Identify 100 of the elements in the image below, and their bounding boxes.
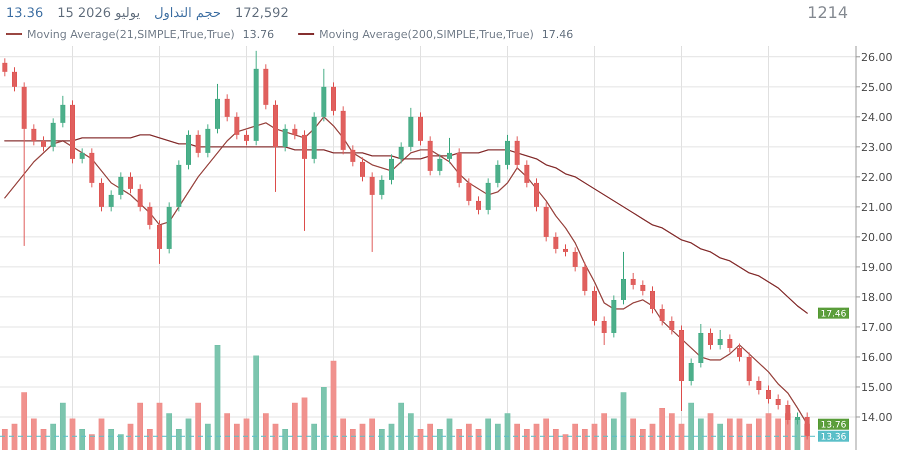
text: 15 يوليو 2026 bbox=[57, 6, 140, 21]
candlestick bbox=[621, 251, 626, 305]
y-tick-label: 25.00 bbox=[861, 80, 892, 94]
bar bbox=[360, 424, 366, 450]
bar bbox=[146, 429, 153, 450]
candlestick bbox=[31, 124, 36, 146]
bar bbox=[350, 429, 356, 450]
candlestick bbox=[563, 244, 568, 257]
candlestick bbox=[128, 172, 133, 194]
candlestick bbox=[660, 304, 665, 326]
bar bbox=[244, 418, 250, 450]
bar bbox=[330, 360, 336, 450]
candlestick bbox=[108, 190, 114, 212]
bar bbox=[504, 413, 510, 450]
bar bbox=[552, 429, 559, 450]
bar bbox=[60, 402, 66, 450]
bar bbox=[582, 429, 588, 450]
candlestick bbox=[572, 246, 578, 272]
bar bbox=[456, 429, 462, 450]
bar bbox=[659, 408, 666, 450]
bar bbox=[378, 429, 385, 450]
candlestick bbox=[756, 376, 762, 395]
bar bbox=[717, 424, 724, 450]
y-tick-label: 23.00 bbox=[861, 140, 892, 154]
text: حجم التداول bbox=[154, 6, 221, 21]
bar bbox=[418, 429, 424, 450]
bar bbox=[543, 418, 550, 450]
text: 13.76 bbox=[242, 28, 274, 41]
legend-item: Moving Average(200,SIMPLE,True,True) bbox=[298, 28, 534, 41]
text: 13.36 bbox=[6, 6, 44, 21]
bar bbox=[204, 424, 211, 450]
bar bbox=[562, 434, 568, 450]
bar bbox=[262, 413, 269, 450]
candlestick bbox=[370, 172, 375, 252]
candlestick bbox=[118, 172, 124, 200]
text: 172,592 bbox=[234, 6, 289, 21]
candlestick bbox=[495, 160, 500, 188]
bar bbox=[369, 418, 376, 450]
bar bbox=[292, 402, 298, 450]
bar bbox=[302, 398, 308, 450]
bar bbox=[534, 424, 540, 450]
text: 17.46 bbox=[542, 28, 574, 41]
bar bbox=[756, 418, 762, 450]
annotation: 13.76 bbox=[820, 420, 847, 430]
candlestick bbox=[224, 94, 230, 122]
candlestick bbox=[630, 272, 636, 290]
bar bbox=[650, 424, 656, 450]
bar bbox=[272, 424, 278, 450]
candlestick bbox=[80, 148, 85, 164]
bar bbox=[620, 392, 626, 450]
bar bbox=[40, 429, 46, 450]
bar bbox=[214, 345, 220, 450]
bar bbox=[311, 424, 318, 450]
candlestick bbox=[650, 286, 655, 314]
y-tick-label: 16.00 bbox=[861, 350, 892, 364]
candlestick bbox=[41, 136, 46, 152]
y-tick-label: 15.00 bbox=[861, 380, 892, 394]
bar bbox=[708, 413, 714, 450]
y-tick-label: 21.00 bbox=[861, 200, 892, 214]
bar bbox=[698, 418, 704, 450]
legend-item: Moving Average(21,SIMPLE,True,True) bbox=[6, 28, 235, 41]
bar bbox=[70, 418, 76, 450]
bar bbox=[98, 418, 104, 450]
candlestick bbox=[398, 142, 404, 164]
candlestick bbox=[360, 156, 365, 182]
candlestick bbox=[766, 384, 771, 404]
bar bbox=[572, 424, 578, 450]
bar bbox=[640, 429, 646, 450]
bar bbox=[128, 424, 134, 450]
bar bbox=[320, 387, 327, 450]
bar bbox=[775, 418, 782, 450]
bar bbox=[79, 429, 86, 450]
candlestick bbox=[379, 174, 384, 200]
bar bbox=[524, 429, 530, 450]
bar bbox=[746, 424, 752, 450]
title: 1214 bbox=[807, 3, 848, 22]
bar bbox=[514, 424, 520, 450]
candlestick bbox=[350, 144, 356, 167]
bar bbox=[494, 424, 501, 450]
candlestick bbox=[718, 329, 723, 350]
candlestick bbox=[234, 112, 240, 140]
candlestick bbox=[737, 342, 742, 362]
ref-line-label: 13.36 bbox=[820, 432, 847, 442]
bar bbox=[2, 429, 8, 450]
bar bbox=[408, 413, 414, 450]
bar bbox=[726, 418, 733, 450]
candlestick bbox=[12, 66, 17, 92]
bar bbox=[186, 418, 192, 450]
bar bbox=[195, 402, 202, 450]
y-tick-label: 17.00 bbox=[861, 320, 892, 334]
bar bbox=[668, 413, 675, 450]
candlestick bbox=[669, 316, 674, 335]
candlestick bbox=[776, 394, 781, 410]
bar bbox=[736, 418, 742, 450]
candlestick bbox=[389, 154, 394, 185]
candlestick bbox=[727, 334, 732, 353]
candlestick bbox=[447, 137, 452, 164]
bar bbox=[766, 413, 772, 450]
candlestick bbox=[466, 178, 472, 206]
annotation: 17.46 bbox=[820, 309, 847, 320]
